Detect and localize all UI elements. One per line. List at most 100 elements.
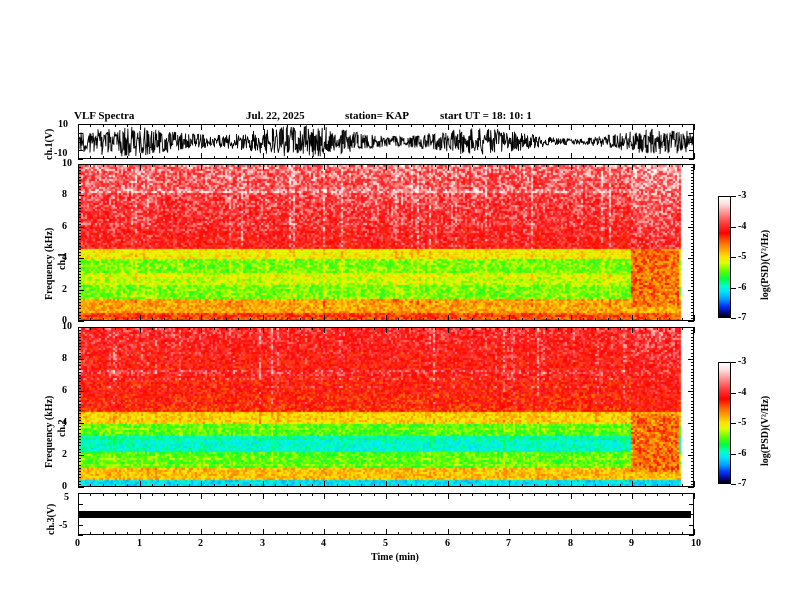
ch2-spectrogram-image (79, 328, 693, 486)
y-tick (691, 340, 694, 341)
x-tick (620, 156, 621, 159)
y-tick (78, 261, 81, 262)
x-tick (78, 493, 79, 499)
x-tick (361, 327, 362, 330)
y-tick (691, 217, 694, 218)
y-tick (78, 233, 81, 234)
x-tick (189, 156, 190, 159)
x-tick (485, 124, 486, 127)
y-tick (78, 330, 81, 331)
y-tick (78, 239, 81, 240)
x-tick-label-3: 3 (260, 538, 265, 549)
y-tick (78, 327, 84, 328)
y-tick (78, 195, 84, 196)
y-tick (78, 461, 81, 462)
y-tick (78, 214, 81, 215)
x-tick (694, 164, 695, 170)
y-tick (78, 217, 81, 218)
x-tick (522, 327, 523, 330)
x-tick (645, 156, 646, 159)
x-tick (177, 532, 178, 535)
y-tick (78, 159, 83, 160)
y-tick (691, 183, 694, 184)
x-tick (201, 327, 202, 333)
x-tick (140, 327, 141, 333)
x-tick (583, 493, 584, 496)
colorbar-tick (731, 227, 736, 228)
x-tick (411, 164, 412, 167)
y-tick (78, 230, 81, 231)
x-tick (546, 532, 547, 535)
y-tick (78, 308, 81, 309)
x-tick (337, 164, 338, 167)
y-tick (78, 164, 84, 165)
y-tick (691, 461, 694, 462)
x-tick (374, 156, 375, 159)
x-tick (522, 532, 523, 535)
ch1-ytick-bottom: -10 (54, 148, 68, 159)
freq-tick-label-1-6: 6 (62, 385, 67, 396)
x-tick (608, 318, 609, 321)
y-tick (691, 315, 694, 316)
x-tick (497, 318, 498, 321)
x-tick (398, 532, 399, 535)
x-tick (238, 164, 239, 167)
y-tick (78, 442, 81, 443)
y-tick (78, 410, 81, 411)
x-tick (103, 156, 104, 159)
x-tick (620, 493, 621, 496)
x-tick (337, 484, 338, 487)
x-tick (608, 532, 609, 535)
y-tick (691, 417, 694, 418)
x-tick (238, 327, 239, 330)
x-tick (398, 493, 399, 496)
x-tick (374, 164, 375, 167)
freq-tick-label-1-8: 8 (62, 353, 67, 364)
y-tick (78, 227, 84, 228)
y-tick (691, 410, 694, 411)
x-tick-label-8: 8 (568, 538, 573, 549)
header-date: Jul. 22, 2025 (246, 110, 305, 122)
x-tick (423, 318, 424, 321)
y-tick (78, 487, 84, 488)
x-tick (164, 532, 165, 535)
x-tick (435, 124, 436, 127)
y-tick (691, 180, 694, 181)
x-tick (238, 484, 239, 487)
x-tick (226, 164, 227, 167)
x-tick (411, 532, 412, 535)
x-tick (226, 484, 227, 487)
y-tick (688, 227, 694, 228)
y-tick (78, 401, 81, 402)
y-tick (78, 186, 81, 187)
y-tick (78, 268, 81, 269)
y-tick (78, 436, 81, 437)
y-tick (691, 186, 694, 187)
x-tick (472, 484, 473, 487)
y-tick (78, 407, 81, 408)
x-tick (127, 493, 128, 496)
y-tick (78, 514, 83, 515)
x-tick (645, 164, 646, 167)
x-tick (263, 315, 264, 321)
x-tick (558, 493, 559, 496)
x-tick (534, 493, 535, 496)
colorbar-ch1-label: log(PSD)(V²/Hz) (760, 229, 771, 300)
x-tick (103, 484, 104, 487)
y-tick (691, 433, 694, 434)
x-tick (497, 327, 498, 330)
x-tick (263, 164, 264, 170)
y-tick (78, 397, 81, 398)
y-tick (691, 305, 694, 306)
freq-tick-label-1-0: 0 (62, 481, 67, 492)
x-tick (349, 484, 350, 487)
x-tick (620, 164, 621, 167)
y-tick (78, 170, 81, 171)
y-tick (78, 271, 81, 272)
x-tick (694, 529, 695, 535)
y-tick (691, 381, 694, 382)
y-tick (691, 442, 694, 443)
y-tick (691, 243, 694, 244)
colorbar-tick-label-0-3: -6 (738, 282, 747, 293)
x-tick (127, 318, 128, 321)
